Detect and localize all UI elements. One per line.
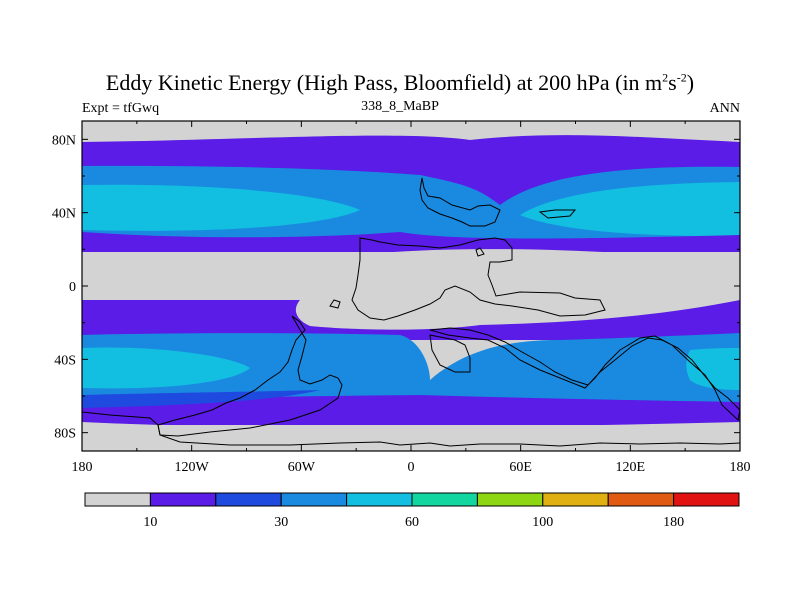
latitude-axis: 80N 40N 0 40S 80S [52,133,740,442]
title-sup-1: 2 [662,70,669,85]
colorbar-box [346,492,413,507]
sh-polar-fill [82,422,740,451]
colorbar-box [215,492,282,507]
lon-tick-label: 180 [730,460,751,475]
sh-band-10 [82,300,740,340]
tropics-blob [296,249,720,327]
figure-title: Eddy Kinetic Energy (High Pass, Bloomfie… [0,70,800,96]
sh-band-60-east [686,348,740,390]
colorbar-box [673,492,740,507]
lon-tick-label: 120E [616,460,646,475]
sh-band-10-lower [82,395,740,425]
period-label: ANN [709,101,740,116]
lat-tick-label: 0 [69,280,76,295]
lon-tick-label: 60W [288,460,316,475]
nh-band-30-lower [82,232,740,252]
sh-band-60-west [82,347,250,389]
colorbar-box [149,492,217,507]
lon-tick-label: 0 [408,460,415,475]
colorbar-label: 180 [663,515,684,530]
colorbar-box [84,492,151,507]
colorbar-label: 100 [532,515,553,530]
continent-c [351,237,606,321]
sh-band-30-lower-west [82,390,320,408]
colorbar-label: 30 [274,515,288,530]
colorbar-box [476,492,544,507]
colorbar-box [607,492,675,507]
longitude-axis: 180 120W 60W 0 60E 120E 180 [72,121,751,475]
lat-tick-label: 40S [54,353,76,368]
colorbar-label: 60 [405,515,419,530]
continent-d [157,315,343,437]
lon-tick-label: 180 [72,460,93,475]
continent-g [329,299,341,309]
lat-tick-label: 80N [52,133,76,148]
title-text-mid: s [668,70,677,95]
lat-tick-label: 80S [54,427,76,442]
experiment-label: Expt = tfGwq [82,101,160,116]
lat-tick-label: 40N [52,207,76,222]
title-sup-2: -2 [676,70,687,85]
continent-f [429,334,471,373]
continent-a [419,177,501,227]
lon-tick-label: 120W [175,460,210,475]
title-text-end: ) [686,70,695,95]
title-text: Eddy Kinetic Energy (High Pass, Bloomfie… [105,70,663,95]
nh-band-60-east [520,182,740,237]
colorbar-box [280,492,348,507]
colorbar: 10 30 60 100 180 [84,492,740,530]
colorbar-box [411,492,478,507]
continent-h [475,247,485,257]
case-label: 338_8_MaBP [361,99,439,114]
nh-band-60 [82,184,360,231]
contour-fill [82,121,740,451]
continent-i [81,411,741,447]
colorbar-box [542,492,609,507]
sh-band-30 [82,333,740,408]
colorbar-label: 10 [143,515,157,530]
continent-b [538,209,577,219]
lon-tick-label: 60E [509,460,532,475]
